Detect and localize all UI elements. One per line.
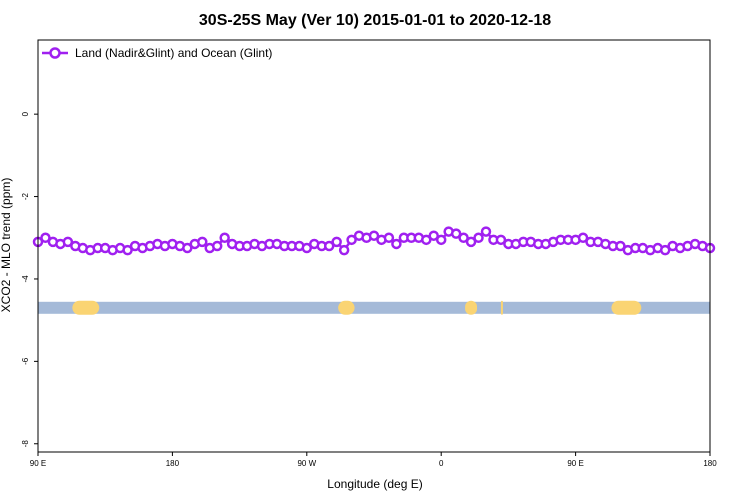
x-tick-label: 90 E (30, 459, 46, 468)
legend: Land (Nadir&Glint) and Ocean (Glint) (42, 46, 272, 60)
data-point (323, 240, 335, 252)
y-tick-label: -2 (21, 192, 30, 200)
data-point (465, 236, 477, 248)
x-axis: 90 E 180 90 W 0 90 E 180 (30, 452, 717, 468)
y-axis-label: XCO2 - MLO trend (ppm) (0, 178, 13, 313)
data-point (421, 234, 432, 246)
data-point (122, 244, 133, 256)
series-layer (32, 226, 716, 256)
data-point (62, 236, 74, 248)
x-tick-label: 90 E (567, 459, 583, 468)
data-point (473, 232, 484, 244)
land-segment (465, 300, 478, 315)
data-point (338, 244, 350, 256)
data-point (301, 242, 313, 254)
y-axis: 0 -2 -4 -6 -8 (21, 111, 38, 447)
data-point (331, 236, 342, 248)
data-point (458, 232, 469, 244)
legend-marker (49, 47, 61, 59)
land-segment (338, 300, 355, 315)
land-segment (72, 300, 100, 315)
plot-frame (37, 39, 711, 453)
data-point (346, 234, 357, 246)
data-point (577, 232, 589, 244)
data-point (219, 232, 230, 244)
data-point (495, 234, 507, 246)
data-point (211, 240, 223, 252)
data-point (480, 226, 492, 237)
ocean-bar (38, 301, 710, 314)
y-tick-label: -6 (21, 357, 30, 365)
legend-label: Land (Nadir&Glint) and Ocean (Glint) (75, 46, 272, 60)
surface-type-bar (38, 300, 710, 315)
data-point (197, 236, 208, 248)
data-point (659, 244, 671, 256)
x-tick-label: 90 W (297, 459, 316, 468)
data-point (182, 242, 193, 254)
data-point (368, 230, 380, 241)
data-point (450, 228, 462, 239)
data-point (615, 240, 626, 252)
land-segment (611, 300, 642, 315)
x-tick-label: 0 (439, 459, 444, 468)
data-point (383, 232, 395, 244)
data-point (391, 238, 402, 250)
data-point (40, 232, 51, 244)
y-tick-label: -8 (21, 440, 30, 448)
y-tick-label: 0 (21, 111, 30, 116)
data-point (435, 234, 447, 246)
x-tick-label: 180 (703, 459, 717, 468)
land-segment (500, 300, 503, 315)
y-tick-label: -4 (21, 275, 30, 283)
chart-title: 30S-25S May (Ver 10) 2015-01-01 to 2020-… (199, 12, 551, 29)
x-tick-label: 180 (166, 459, 180, 468)
data-point (428, 230, 439, 241)
x-axis-label: Longitude (deg E) (327, 477, 422, 491)
